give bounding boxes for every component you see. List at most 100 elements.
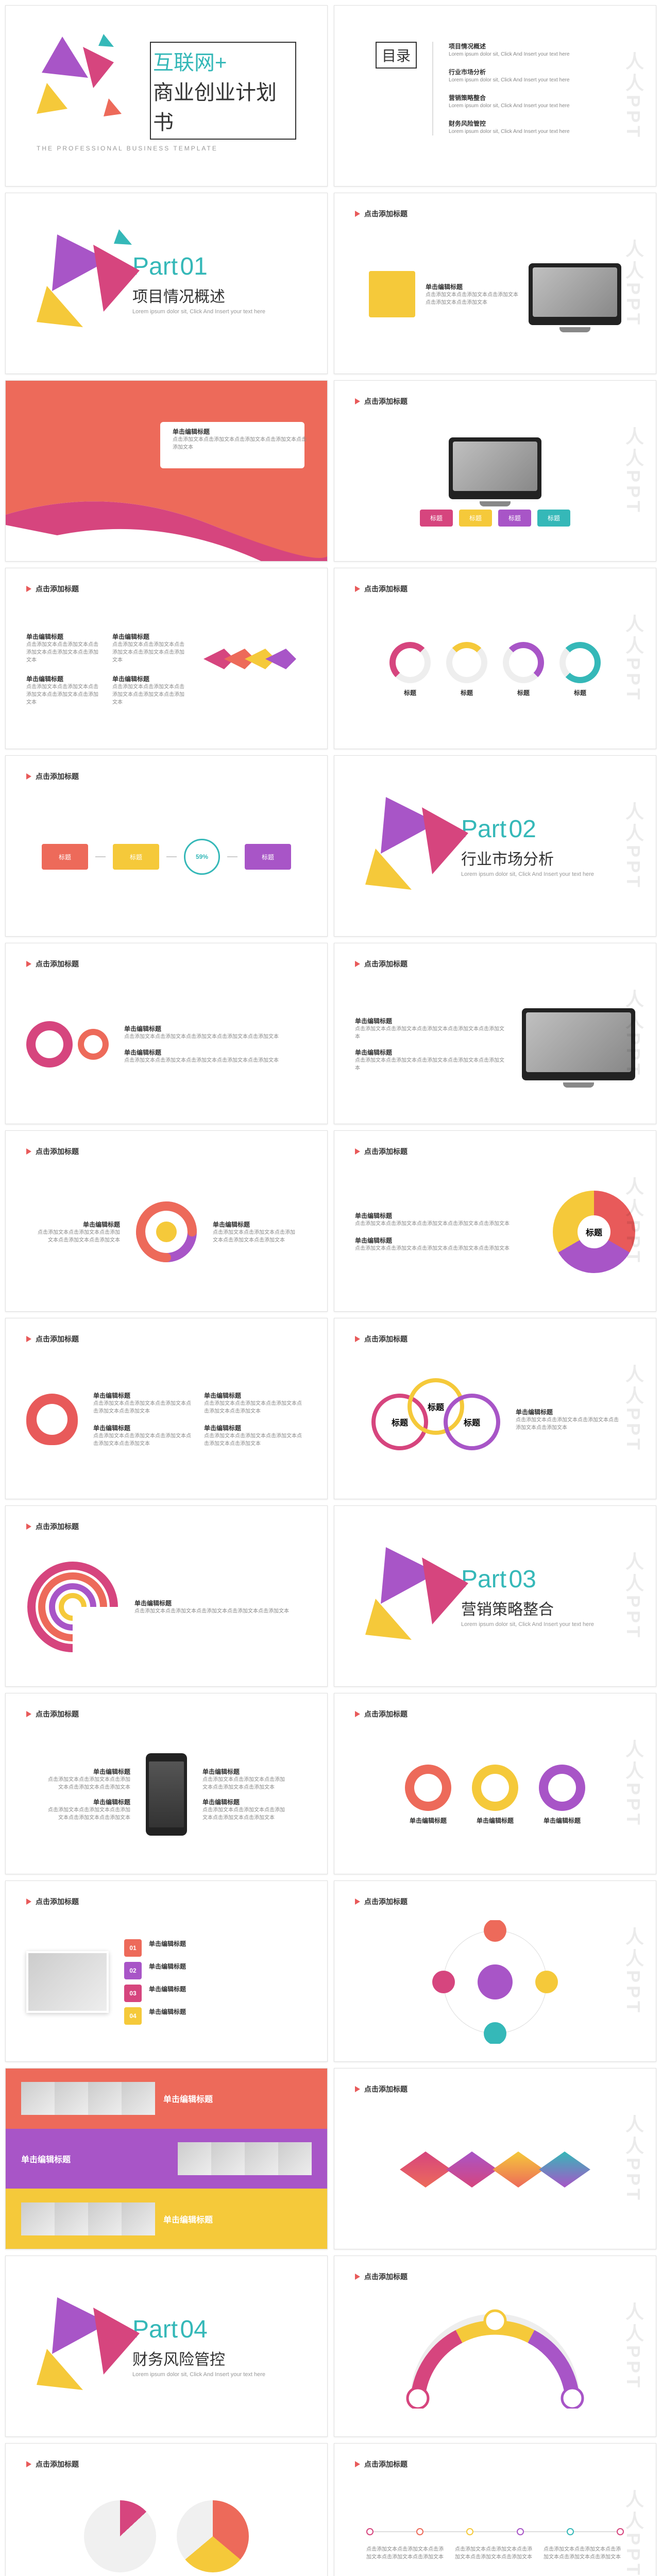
slide-part-04[interactable]: Part 04 财务风险管控 Lorem ipsum dolor sit, Cl… bbox=[5, 2256, 328, 2437]
bulb-icon bbox=[26, 1394, 78, 1445]
slide-header: 点击添加标题 bbox=[364, 2084, 408, 2094]
watermark: 人人PPT bbox=[620, 1177, 647, 1265]
cube-icon bbox=[539, 2151, 590, 2188]
item-title: 单击编辑标题 bbox=[48, 1798, 130, 1806]
slide-three-gears[interactable]: 点击添加标题 单击编辑标题 单击编辑标题 单击编辑标题 人人PPT bbox=[334, 1693, 656, 1874]
slide-bulb[interactable]: 点击添加标题 单击编辑标题点击添加文本点击添加文本点击添加文本点击添加文本点击添… bbox=[5, 1318, 328, 1499]
watermark: 人人PPT bbox=[620, 1739, 647, 1828]
item-text: 点击添加文本点击添加文本点击添加文本点击添加文本点击添加文本 bbox=[93, 1400, 196, 1415]
timeline-text: 点击添加文本点击添加文本点击添加文本点击添加文本点击添加文本 bbox=[544, 2546, 624, 2561]
cube-icon bbox=[493, 2151, 544, 2188]
item-text: 点击添加文本点击添加文本点击添加文本点击添加文本点击添加文本 bbox=[202, 1776, 285, 1791]
slide-header: 点击添加标题 bbox=[36, 771, 79, 782]
color-button[interactable]: 标题 bbox=[459, 510, 492, 527]
section-triangles bbox=[37, 224, 150, 337]
slide-overlap-circles[interactable]: 点击添加标题 标题 标题 标题 单击编辑标题 点击添加文本点击添加文本点击添加文… bbox=[334, 1318, 656, 1499]
slide-road[interactable]: 单击编辑标题 点击添加文本点击添加文本点击添加文本点击添加文本点击添加文本 bbox=[5, 380, 328, 562]
item-title: 单击编辑标题 bbox=[124, 1048, 307, 1057]
slide-phone[interactable]: 点击添加标题 单击编辑标题 点击添加文本点击添加文本点击添加文本点击添加文本点击… bbox=[5, 1693, 328, 1874]
item-text: 点击添加文本点击添加文本点击添加文本点击添加文本点击添加文本 bbox=[93, 1432, 196, 1448]
watermark: 人人PPT bbox=[620, 802, 647, 890]
item-title: 单击编辑标题 bbox=[472, 1816, 518, 1825]
slide-flowchart[interactable]: 点击添加标题 标题 标题 59% 标题 bbox=[5, 755, 328, 937]
slide-orbit[interactable]: 点击添加标题 人人PPT bbox=[334, 1880, 656, 2062]
num-badge: 03 bbox=[124, 1985, 142, 2002]
pie-chart bbox=[177, 2500, 249, 2572]
watermark: 人人PPT bbox=[620, 427, 647, 515]
item-text: 点击添加文本点击添加文本点击添加文本点击添加文本点击添加文本 bbox=[124, 1033, 307, 1041]
toc-item: 项目情况概述 bbox=[449, 42, 615, 50]
slide-part-02[interactable]: Part 02 行业市场分析 Lorem ipsum dolor sit, Cl… bbox=[334, 755, 656, 937]
slide-part-03[interactable]: Part 03 营销策略整合 Lorem ipsum dolor sit, Cl… bbox=[334, 1505, 656, 1687]
slide-header: 点击添加标题 bbox=[364, 1896, 408, 1907]
item-text: 点击添加文本点击添加文本点击添加文本点击添加文本点击添加文本 bbox=[26, 641, 102, 664]
item-text: 点击添加文本点击添加文本点击添加文本点击添加文本点击添加文本 bbox=[112, 683, 188, 706]
watermark: 人人PPT bbox=[620, 239, 647, 328]
title-line1: 互联网+ bbox=[153, 46, 293, 76]
part-sub: Lorem ipsum dolor sit, Click And Insert … bbox=[132, 309, 265, 315]
item-text: 点击添加文本点击添加文本点击添加文本点击添加文本点击添加文本 bbox=[48, 1776, 130, 1791]
part-title: 项目情况概述 bbox=[132, 284, 265, 307]
gear-icon bbox=[539, 1765, 585, 1811]
monitor-mockup bbox=[449, 437, 541, 499]
slide-content[interactable]: 点击添加标题 单击编辑标题 点击添加文本点击添加文本点击添加文本点击添加文本点击… bbox=[334, 193, 656, 374]
slide-header: 点击添加标题 bbox=[36, 1146, 79, 1157]
slide-quad-text[interactable]: 点击添加标题 单击编辑标题点击添加文本点击添加文本点击添加文本点击添加文本点击添… bbox=[5, 568, 328, 749]
slide-part-01[interactable]: Part 01 项目情况概述 Lorem ipsum dolor sit, Cl… bbox=[5, 193, 328, 374]
item-title: 单击编辑标题 bbox=[149, 1939, 307, 1948]
color-button[interactable]: 标题 bbox=[420, 510, 453, 527]
half-donut bbox=[397, 2306, 593, 2409]
watermark: 人人PPT bbox=[620, 2114, 647, 2203]
flow-box: 标题 bbox=[113, 844, 159, 870]
slide-pie-percents[interactable]: 点击添加标题 13% 36% bbox=[5, 2443, 328, 2576]
slide-buttons[interactable]: 点击添加标题 标题 标题 标题 标题 人人PPT bbox=[334, 380, 656, 562]
slide-team-strips[interactable]: 单击编辑标题 单击编辑标题 单击编辑标题 bbox=[5, 2068, 328, 2249]
item-title: 单击编辑标题 bbox=[355, 1236, 532, 1245]
watermark: 人人PPT bbox=[620, 614, 647, 703]
item-text: 点击添加文本点击添加文本点击添加文本点击添加文本点击添加文本 bbox=[355, 1057, 506, 1072]
toc-item: 营销策略整合 bbox=[449, 93, 615, 102]
slide-timeline[interactable]: 点击添加标题 点击添加文本点击添加文本点击添加文本点击添加文本点击添加文本 点击… bbox=[334, 2443, 656, 2576]
toc-item: 财务风险管控 bbox=[449, 119, 615, 128]
gear-icon bbox=[26, 1021, 73, 1067]
item-title: 单击编辑标题 bbox=[213, 1220, 295, 1229]
slide-laptop[interactable]: 点击添加标题 单击编辑标题 点击添加文本点击添加文本点击添加文本点击添加文本点击… bbox=[334, 943, 656, 1124]
slide-pie[interactable]: 点击添加标题 单击编辑标题 点击添加文本点击添加文本点击添加文本点击添加文本点击… bbox=[334, 1130, 656, 1312]
num-badge: 04 bbox=[124, 2007, 142, 2025]
chart-label: 标题 bbox=[389, 688, 431, 697]
timeline-text: 点击添加文本点击添加文本点击添加文本点击添加文本点击添加文本 bbox=[455, 2546, 535, 2561]
slide-cubes[interactable]: 点击添加标题 人人PPT bbox=[334, 2068, 656, 2249]
slide-title[interactable]: 互联网+ 商业创业计划书 THE PROFESSIONAL BUSINESS T… bbox=[5, 5, 328, 187]
slide-header: 点击添加标题 bbox=[364, 1709, 408, 1719]
watermark: 人人PPT bbox=[620, 2489, 647, 2576]
num-badge: 01 bbox=[124, 1939, 142, 1957]
slide-toc[interactable]: 目录 项目情况概述 Lorem ipsum dolor sit, Click A… bbox=[334, 5, 656, 187]
flow-box: 标题 bbox=[245, 844, 291, 870]
slide-donut-row[interactable]: 点击添加标题 标题 标题 标题 标题 人人PPT bbox=[334, 568, 656, 749]
donut-chart bbox=[503, 642, 544, 683]
color-button[interactable]: 标题 bbox=[537, 510, 570, 527]
slide-header: 点击添加标题 bbox=[364, 1146, 408, 1157]
slide-halfcircle[interactable]: 点击添加标题 人人PPT bbox=[334, 2256, 656, 2437]
chart-label: 标题 bbox=[559, 688, 601, 697]
gear-icon bbox=[405, 1765, 451, 1811]
item-text: 点击添加文本点击添加文本点击添加文本点击添加文本点击添加文本 bbox=[355, 1025, 506, 1041]
arrow-tags bbox=[203, 623, 307, 716]
item-title: 单击编辑标题 bbox=[26, 632, 102, 641]
flow-box: 标题 bbox=[42, 844, 88, 870]
slide-header: 点击添加标题 bbox=[364, 2272, 408, 2282]
triangle-decoration bbox=[31, 31, 134, 134]
item-title: 单击编辑标题 bbox=[149, 1985, 307, 1993]
item-text: 点击添加文本点击添加文本点击添加文本点击添加文本点击添加文本 bbox=[355, 1220, 532, 1228]
item-text: 点击添加文本点击添加文本点击添加文本点击添加文本点击添加文本 bbox=[48, 1806, 130, 1822]
toc-sub: Lorem ipsum dolor sit, Click And Insert … bbox=[449, 76, 615, 84]
slide-gears[interactable]: 点击添加标题 单击编辑标题 点击添加文本点击添加文本点击添加文本点击添加文本点击… bbox=[5, 943, 328, 1124]
cube-icon bbox=[400, 2151, 451, 2188]
part-title: 营销策略整合 bbox=[461, 1597, 594, 1619]
item-text: 点击添加文本点击添加文本点击添加文本点击添加文本点击添加文本 bbox=[204, 1432, 307, 1448]
slide-header: 点击添加标题 bbox=[364, 1334, 408, 1344]
color-button[interactable]: 标题 bbox=[498, 510, 531, 527]
slide-target-arcs[interactable]: 点击添加标题 单击编辑标题 点击添加文本点击添加文本点击添加文本点击添加文本点击… bbox=[5, 1505, 328, 1687]
slide-numbered[interactable]: 点击添加标题 01 单击编辑标题 02 单击编辑标题 03 单击编辑标题 04 … bbox=[5, 1880, 328, 2062]
slide-swirl[interactable]: 点击添加标题 单击编辑标题 点击添加文本点击添加文本点击添加文本点击添加文本点击… bbox=[5, 1130, 328, 1312]
